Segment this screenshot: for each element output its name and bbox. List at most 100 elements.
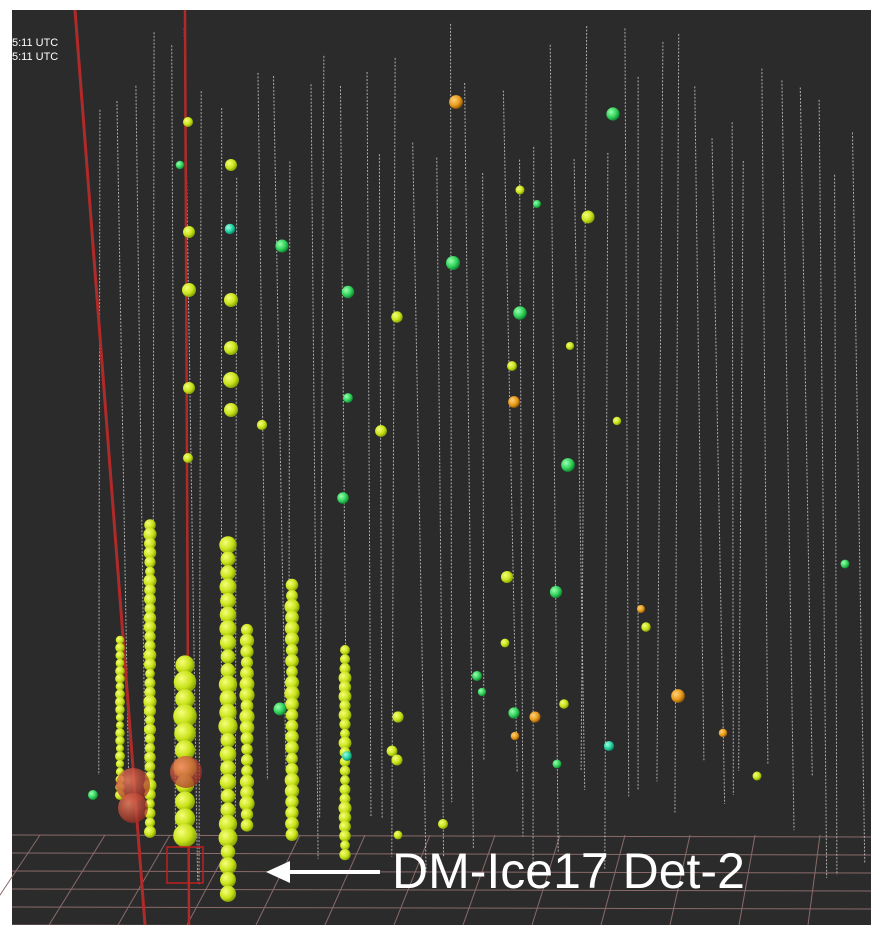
hit [339, 719, 350, 730]
annotation-label: DM-Ice17 Det-2 [392, 843, 745, 899]
hit [343, 393, 353, 403]
hit [342, 751, 352, 761]
hit [375, 425, 387, 437]
hit [144, 658, 156, 670]
hit [115, 674, 125, 684]
hit [220, 760, 236, 776]
hit [224, 341, 238, 355]
hit [176, 161, 185, 170]
hit [115, 751, 125, 761]
hit [241, 754, 253, 766]
hit [116, 721, 124, 729]
timestamp: 5:11 UTC [12, 37, 58, 49]
hit [515, 185, 524, 194]
hit [285, 741, 299, 755]
hit [144, 826, 156, 838]
hit [257, 420, 267, 430]
hit [183, 382, 195, 394]
hit [145, 669, 155, 679]
hit [220, 774, 237, 791]
hit [340, 840, 350, 850]
hit [221, 845, 236, 860]
hit [394, 831, 403, 840]
page: 5:11 UTC 5:11 UTC DM-Ice17 Det-2 (() => … [0, 0, 871, 925]
hit [508, 707, 519, 718]
hit [145, 761, 156, 772]
hit [220, 593, 236, 609]
hit [219, 578, 236, 595]
string [533, 147, 534, 877]
hit [275, 239, 288, 252]
hit [182, 283, 196, 297]
hit [513, 306, 526, 319]
hit [553, 760, 562, 769]
hit [566, 342, 574, 350]
hit [221, 789, 236, 804]
hit [285, 654, 299, 668]
hit [641, 622, 650, 631]
hit [446, 256, 460, 270]
timestamp: 5:11 UTC [12, 51, 58, 63]
hit [183, 117, 193, 127]
hit [438, 819, 448, 829]
hit [173, 824, 197, 848]
hit [116, 651, 125, 660]
hit [550, 586, 562, 598]
hit [286, 753, 298, 765]
hit [115, 736, 124, 745]
hit [581, 210, 594, 223]
hit [116, 636, 124, 644]
hit [342, 286, 355, 299]
hit [340, 766, 350, 776]
hit [240, 645, 253, 658]
hit [613, 417, 621, 425]
hit [220, 635, 236, 651]
hit [116, 744, 124, 752]
hit [340, 654, 350, 664]
hit [220, 872, 236, 888]
hit [478, 688, 486, 696]
hit [220, 886, 236, 902]
hit [340, 645, 350, 655]
hit [183, 226, 195, 238]
hit [241, 744, 253, 756]
hit [339, 849, 350, 860]
hit [116, 760, 124, 768]
hit [753, 772, 762, 781]
hit [391, 311, 402, 322]
hit [340, 784, 351, 795]
hit [339, 830, 351, 842]
hit [221, 733, 236, 748]
hit [225, 159, 237, 171]
hit [501, 639, 510, 648]
hit [241, 819, 254, 832]
hit [561, 458, 575, 472]
hit [530, 712, 541, 723]
hit [286, 579, 299, 592]
hit [559, 699, 569, 709]
hit [637, 605, 645, 613]
hit [508, 396, 520, 408]
hit [224, 403, 238, 417]
event-display: 5:11 UTC 5:11 UTC DM-Ice17 Det-2 [0, 0, 871, 925]
hit [392, 711, 403, 722]
hit [115, 705, 124, 714]
hit [719, 729, 727, 737]
hit [241, 732, 254, 745]
hit [144, 705, 156, 717]
hit [606, 107, 619, 120]
hit [219, 828, 238, 847]
hit [337, 492, 349, 504]
hit [118, 793, 148, 823]
hit [391, 754, 402, 765]
hit [511, 732, 520, 741]
hit [88, 790, 98, 800]
hit [274, 703, 287, 716]
hit [221, 649, 236, 664]
hit [220, 565, 235, 580]
hit [501, 571, 513, 583]
hit [144, 557, 155, 568]
hit [472, 671, 482, 681]
hit [219, 536, 236, 553]
hit [671, 689, 685, 703]
